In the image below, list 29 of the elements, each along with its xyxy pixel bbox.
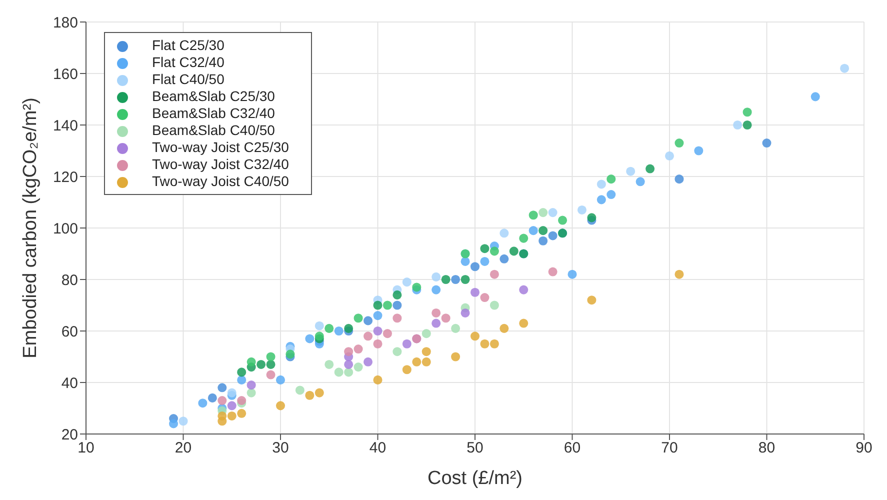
y-tick-label: 160 (52, 66, 78, 83)
legend-label: Beam&Slab C25/30 (152, 88, 275, 104)
y-tick-label: 120 (52, 168, 78, 186)
x-tick-label: 10 (78, 440, 94, 457)
x-axis-title: Cost (£/m²) (428, 468, 522, 489)
x-tick-label: 80 (758, 440, 776, 457)
legend-label: Two-way Joist C32/40 (152, 156, 289, 172)
legend-label: Beam&Slab C40/50 (152, 122, 275, 138)
y-axis-title: Embodied carbon (kgCO₂e/m²) (20, 98, 41, 358)
x-tick-label: 30 (272, 440, 289, 457)
legend-label: Flat C40/50 (152, 71, 224, 87)
legend-label: Beam&Slab C32/40 (152, 105, 275, 121)
legend-label: Two-way Joist C25/30 (152, 139, 289, 155)
x-tick-label: 70 (661, 440, 678, 457)
y-tick-label: 80 (61, 272, 78, 289)
legend-label: Two-way Joist C40/50 (152, 173, 289, 189)
legend-label: Flat C32/40 (152, 54, 224, 70)
y-tick-label: 20 (61, 426, 78, 444)
x-tick-label: 20 (174, 440, 192, 457)
y-tick-label: 60 (61, 323, 78, 340)
x-tick-label: 50 (466, 440, 484, 457)
x-tick-label: 90 (856, 440, 872, 457)
y-tick-label: 40 (61, 374, 78, 392)
x-tick-label: 40 (369, 440, 386, 457)
y-tick-label: 180 (52, 14, 78, 32)
x-tick-label: 60 (564, 440, 581, 457)
y-tick-label: 140 (52, 117, 78, 134)
y-tick-label: 100 (52, 220, 78, 238)
legend-label: Flat C25/30 (152, 37, 224, 53)
